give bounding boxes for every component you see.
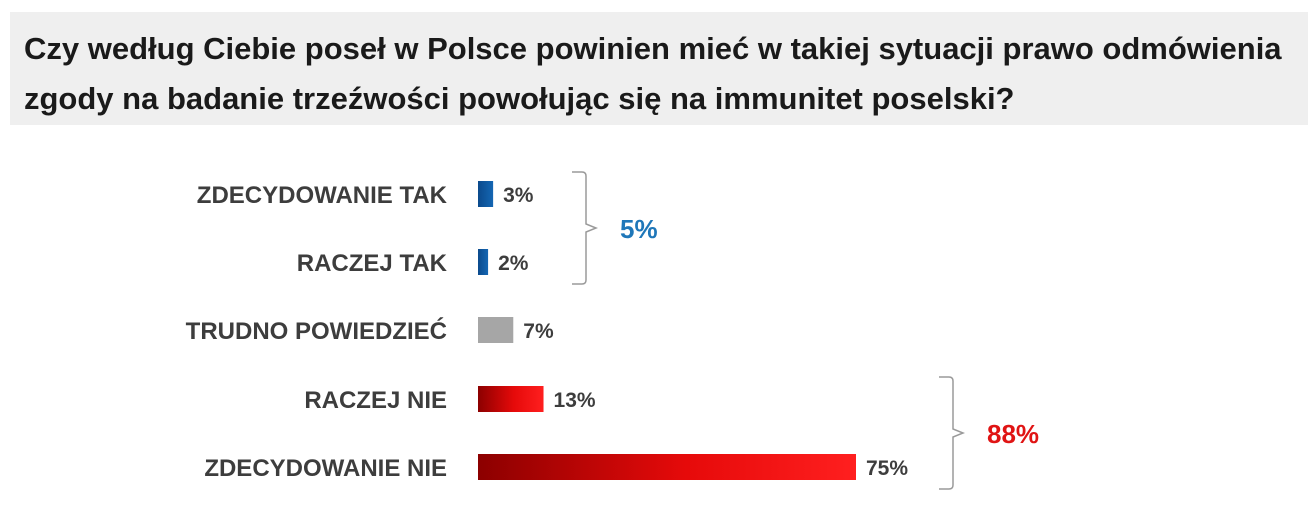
group-total-label-2: 88%	[987, 419, 1039, 449]
value-label-zdecydowanie-nie: 75%	[866, 457, 908, 480]
value-label-zdecydowanie-tak: 3%	[503, 184, 534, 207]
value-label-raczej-nie: 13%	[554, 389, 596, 412]
bar-zdecydowanie-tak	[478, 181, 494, 207]
bar-raczej-nie	[478, 386, 544, 412]
group-total-label-1: 5%	[620, 214, 658, 244]
category-label-zdecydowanie-tak: ZDECYDOWANIE TAK	[197, 182, 448, 209]
chart-title: Czy według Ciebie poseł w Polsce powinie…	[24, 31, 1282, 116]
bar-trudno-powiedziec	[478, 317, 514, 343]
bar-raczej-tak	[478, 249, 489, 275]
value-label-raczej-tak: 2%	[498, 252, 529, 275]
value-label-trudno-powiedziec: 7%	[523, 320, 554, 343]
group-bracket-1	[572, 171, 599, 285]
category-label-raczej-nie: RACZEJ NIE	[304, 387, 447, 414]
group-bracket-2	[939, 376, 966, 490]
title-banner: Czy według Ciebie poseł w Polsce powinie…	[10, 12, 1308, 125]
bar-zdecydowanie-nie	[478, 454, 856, 480]
category-label-zdecydowanie-nie: ZDECYDOWANIE NIE	[204, 455, 447, 482]
category-label-trudno-powiedziec: TRUDNO POWIEDZIEĆ	[186, 317, 447, 345]
category-label-raczej-tak: RACZEJ TAK	[297, 250, 448, 277]
